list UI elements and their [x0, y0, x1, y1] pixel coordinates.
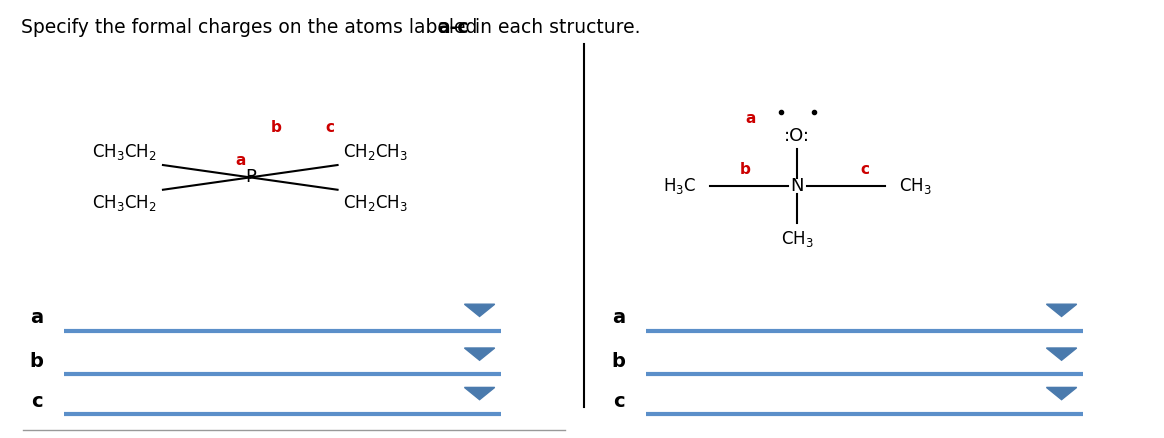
Text: CH$_2$CH$_3$: CH$_2$CH$_3$: [343, 141, 409, 162]
Text: a-c: a-c: [438, 18, 469, 36]
Text: b: b: [29, 352, 43, 371]
Text: a: a: [30, 308, 43, 327]
Point: [804, 108, 823, 115]
Polygon shape: [464, 304, 495, 316]
Text: :O:: :O:: [785, 127, 810, 145]
Point: [772, 108, 790, 115]
Text: b: b: [739, 162, 751, 177]
Text: c: c: [613, 392, 625, 410]
Text: in each structure.: in each structure.: [469, 18, 640, 36]
Polygon shape: [464, 388, 495, 399]
Text: P: P: [244, 168, 256, 187]
Text: a: a: [612, 308, 625, 327]
Text: CH$_3$: CH$_3$: [781, 229, 814, 249]
Polygon shape: [1046, 388, 1077, 399]
Text: CH$_2$CH$_3$: CH$_2$CH$_3$: [343, 193, 409, 213]
Text: b: b: [611, 352, 625, 371]
Text: CH$_3$CH$_2$: CH$_3$CH$_2$: [92, 141, 157, 162]
Text: N: N: [790, 177, 804, 195]
Text: H$_3$C: H$_3$C: [662, 176, 696, 196]
Text: CH$_3$CH$_2$: CH$_3$CH$_2$: [92, 193, 157, 213]
Text: c: c: [31, 392, 43, 410]
Polygon shape: [464, 348, 495, 360]
Text: Specify the formal charges on the atoms labeled: Specify the formal charges on the atoms …: [21, 18, 483, 36]
Text: a: a: [746, 111, 755, 126]
Text: c: c: [860, 162, 870, 177]
Text: a: a: [236, 153, 246, 168]
Polygon shape: [1046, 304, 1077, 316]
Polygon shape: [1046, 348, 1077, 360]
Text: c: c: [325, 120, 334, 134]
Text: CH$_3$: CH$_3$: [899, 176, 931, 196]
Text: b: b: [270, 120, 282, 134]
